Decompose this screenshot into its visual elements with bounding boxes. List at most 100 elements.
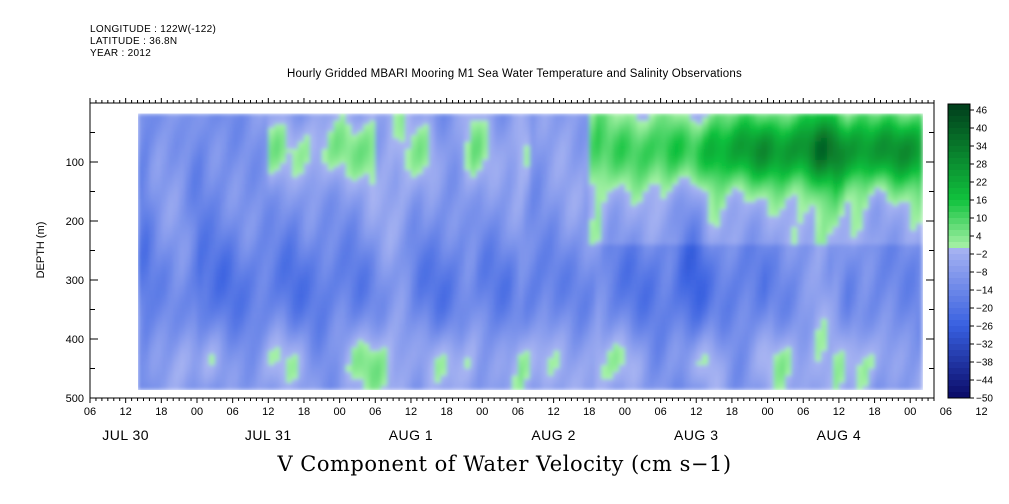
heatmap-cell — [357, 265, 364, 270]
heatmap-cell — [179, 350, 186, 355]
heatmap-cell — [422, 202, 430, 207]
heatmap-cell — [387, 308, 394, 313]
heatmap-cell — [428, 212, 436, 217]
heatmap-cell — [149, 226, 156, 231]
heatmap-cell — [292, 177, 299, 182]
heatmap-cell — [369, 343, 376, 348]
heatmap-cell — [434, 340, 442, 345]
heatmap-cell — [369, 251, 376, 256]
heatmap-cell — [482, 326, 489, 331]
heatmap-cell — [512, 382, 519, 387]
heatmap-cell — [280, 357, 287, 362]
heatmap-cell — [321, 386, 329, 390]
heatmap-cell — [280, 280, 287, 285]
heatmap-cell — [405, 301, 412, 306]
heatmap-cell — [452, 188, 460, 193]
heatmap-cell — [232, 191, 240, 196]
heatmap-cell — [434, 368, 442, 373]
heatmap-cell — [411, 322, 418, 327]
heatmap-cell — [506, 272, 513, 277]
heatmap-cell — [452, 159, 460, 164]
heatmap-cell — [458, 124, 465, 129]
heatmap-cell — [363, 283, 370, 288]
heatmap-cell — [416, 177, 424, 182]
heatmap-cell — [381, 226, 388, 231]
heatmap-cell — [399, 205, 406, 210]
heatmap-cell — [138, 159, 144, 164]
heatmap-cell — [411, 202, 418, 207]
heatmap-cell — [494, 382, 501, 387]
heatmap-cell — [446, 244, 454, 249]
heatmap-cell — [244, 127, 251, 132]
heatmap-cell — [351, 301, 358, 306]
heatmap-cell — [464, 386, 471, 390]
heatmap-cell — [161, 357, 168, 362]
heatmap-cell — [220, 216, 228, 221]
heatmap-cell — [286, 283, 293, 288]
heatmap-cell — [363, 350, 370, 355]
heatmap-cell — [500, 262, 507, 267]
heatmap-cell — [339, 205, 347, 210]
heatmap-cell — [381, 145, 388, 150]
heatmap-cell — [345, 347, 353, 352]
heatmap-cell — [416, 195, 424, 200]
heatmap-cell — [143, 156, 150, 161]
heatmap-cell — [345, 276, 353, 281]
heatmap-cell — [191, 315, 198, 320]
heatmap-cell — [286, 216, 293, 221]
heatmap-cell — [333, 322, 341, 327]
heatmap-cell — [440, 152, 448, 157]
heatmap-cell — [185, 287, 192, 292]
heatmap-cell — [476, 301, 483, 306]
heatmap-cell — [208, 283, 216, 288]
heatmap-cell — [488, 365, 495, 370]
heatmap-cell — [411, 134, 418, 139]
heatmap-cell — [161, 361, 168, 366]
heatmap-cell — [428, 386, 436, 390]
heatmap-cell — [185, 308, 192, 313]
heatmap-cell — [173, 301, 180, 306]
heatmap-cell — [357, 173, 364, 178]
heatmap-cell — [155, 290, 162, 295]
heatmap-cell — [333, 141, 341, 146]
heatmap-cell — [357, 234, 364, 239]
heatmap-cell — [393, 149, 400, 154]
heatmap-cell — [286, 219, 293, 224]
heatmap-cell — [351, 209, 358, 214]
heatmap-cell — [268, 191, 275, 196]
heatmap-cell — [452, 219, 460, 224]
heatmap-cell — [411, 280, 418, 285]
heatmap-cell — [488, 311, 495, 316]
heatmap-cell — [226, 382, 234, 387]
heatmap-cell — [411, 294, 418, 299]
heatmap-cell — [393, 283, 400, 288]
heatmap-cell — [500, 223, 507, 228]
heatmap-cell — [339, 156, 347, 161]
heatmap-cell — [197, 205, 204, 210]
heatmap-cell — [458, 357, 465, 362]
heatmap-cell — [327, 294, 335, 299]
heatmap-cell — [500, 329, 507, 334]
heatmap-cell — [440, 195, 448, 200]
heatmap-cell — [262, 138, 269, 143]
heatmap-cell — [191, 216, 198, 221]
heatmap-cell — [149, 159, 156, 164]
heatmap-cell — [369, 120, 376, 125]
heatmap-cell — [262, 357, 269, 362]
heatmap-cell — [315, 248, 323, 253]
heatmap-cell — [315, 145, 323, 150]
heatmap-cell — [500, 237, 507, 242]
heatmap-cell — [333, 287, 341, 292]
heatmap-cell — [393, 244, 400, 249]
heatmap-cell — [440, 280, 448, 285]
heatmap-cell — [434, 265, 442, 270]
heatmap-cell — [244, 340, 251, 345]
heatmap-cell — [405, 180, 412, 185]
heatmap-cell — [208, 241, 216, 246]
heatmap-cell — [268, 308, 275, 313]
heatmap-cell — [179, 195, 186, 200]
heatmap-cell — [405, 234, 412, 239]
heatmap-cell — [339, 191, 347, 196]
heatmap-cell — [351, 379, 358, 384]
heatmap-cell — [138, 184, 144, 189]
